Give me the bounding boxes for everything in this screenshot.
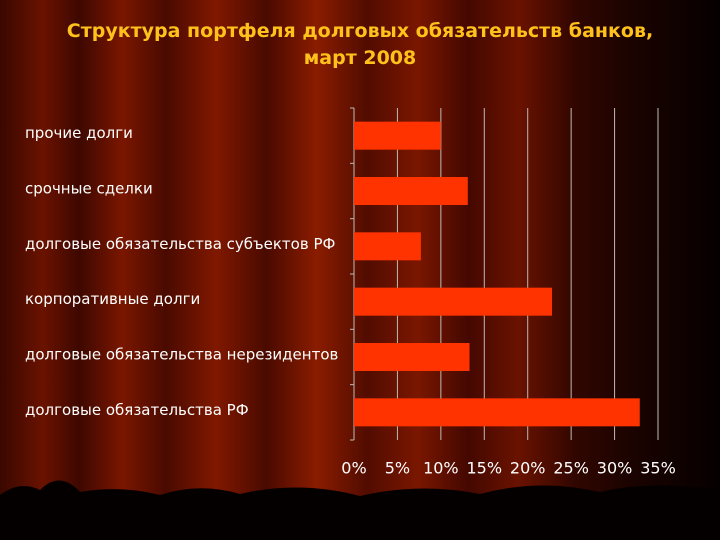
bar [354, 121, 441, 150]
x-tick-label: 20% [510, 459, 546, 478]
bar [354, 287, 553, 316]
bar [354, 343, 470, 371]
y-tick-label: долговые обязательства субъектов РФ [25, 235, 336, 253]
x-tick-label: 0% [341, 459, 366, 478]
y-tick-label: долговые обязательства РФ [25, 401, 249, 419]
bar [354, 177, 468, 205]
x-tick-label: 10% [423, 459, 459, 478]
x-tick-label: 15% [467, 459, 503, 478]
x-tick-label: 35% [640, 459, 676, 478]
x-tick-label: 5% [385, 459, 410, 478]
y-tick-label: срочные сделки [25, 180, 153, 198]
bar [354, 232, 421, 261]
bar [354, 398, 640, 427]
y-tick-label: долговые обязательства нерезидентов [25, 346, 338, 364]
x-tick-label: 30% [597, 459, 633, 478]
y-tick-label: прочие долги [25, 124, 133, 142]
chart-title: Структура портфеля долговых обязательств… [66, 20, 654, 69]
y-tick-label: корпоративные долги [25, 290, 200, 308]
x-tick-label: 25% [553, 459, 589, 478]
curtain-bottom [0, 480, 720, 540]
